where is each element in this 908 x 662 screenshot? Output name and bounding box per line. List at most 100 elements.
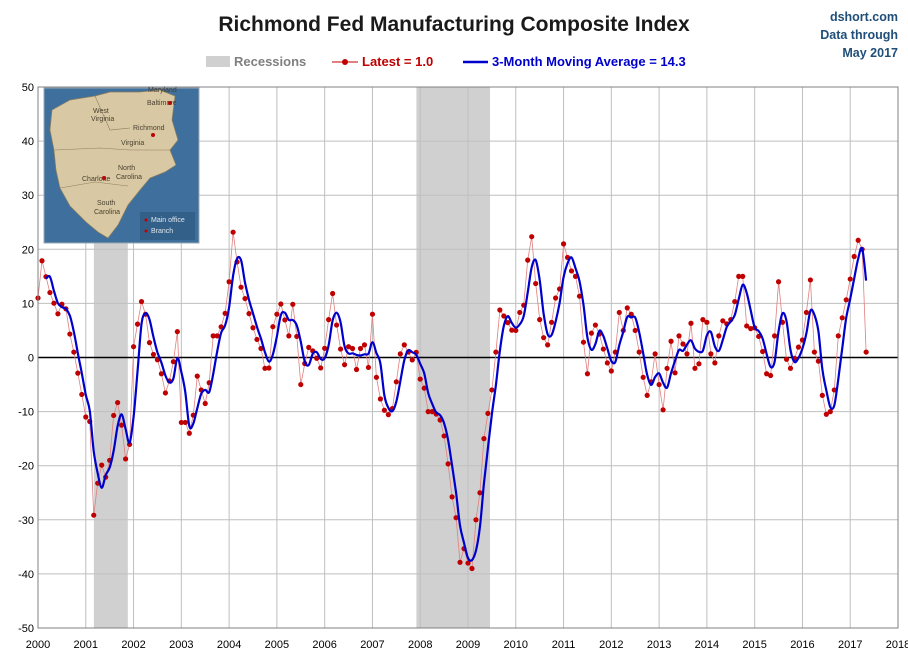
latest-point xyxy=(787,365,794,371)
latest-point xyxy=(357,345,364,352)
latest-point xyxy=(584,371,591,377)
source-line-2: Data through xyxy=(820,28,898,42)
x-tick-label: 2012 xyxy=(599,639,623,651)
map-label-charlotte: Charlotte xyxy=(82,176,111,183)
latest-point xyxy=(318,365,324,371)
latest-point xyxy=(146,340,153,346)
latest-point xyxy=(712,360,718,366)
latest-point xyxy=(708,351,714,357)
latest-point xyxy=(270,324,276,330)
latest-point xyxy=(222,310,228,316)
y-tick-label: -50 xyxy=(18,623,34,635)
latest-point xyxy=(668,338,674,344)
latest-point xyxy=(337,346,344,352)
latest-point xyxy=(334,322,340,328)
x-tick-label: 2006 xyxy=(312,639,336,651)
latest-point xyxy=(202,400,208,407)
latest-point xyxy=(656,381,662,388)
latest-point xyxy=(509,327,515,333)
map-label-west-virginia-2: Virginia xyxy=(91,116,114,123)
latest-point xyxy=(178,419,184,426)
latest-point xyxy=(441,433,447,439)
y-tick-label: 20 xyxy=(22,244,34,256)
latest-point xyxy=(767,372,774,379)
latest-point xyxy=(493,349,499,355)
latest-point xyxy=(314,355,320,361)
latest-point xyxy=(429,409,435,415)
latest-point xyxy=(517,309,523,316)
latest-point xyxy=(688,320,694,326)
latest-point xyxy=(130,344,137,350)
x-tick-label: 2004 xyxy=(217,639,241,651)
latest-point xyxy=(576,293,583,299)
latest-point xyxy=(732,298,738,305)
latest-point xyxy=(210,333,216,339)
y-tick-label: -30 xyxy=(18,515,34,527)
latest-point xyxy=(274,311,280,317)
map-border-wv-va xyxy=(94,95,131,131)
latest-point xyxy=(700,317,706,323)
latest-point xyxy=(744,323,750,329)
latest-point xyxy=(704,319,710,325)
source-line-1: dshort.com xyxy=(830,10,898,24)
latest-point xyxy=(764,371,770,377)
latest-point xyxy=(736,273,742,279)
latest-point xyxy=(122,456,129,462)
map-label-maryland: Maryland xyxy=(148,87,177,94)
latest-point xyxy=(250,325,256,331)
latest-point xyxy=(353,366,360,373)
latest-point xyxy=(278,301,284,307)
latest-point xyxy=(55,311,61,317)
latest-point xyxy=(401,342,407,348)
latest-point xyxy=(839,315,845,321)
latest-point xyxy=(445,461,451,467)
map-legend-main-office: Main office xyxy=(151,217,185,224)
latest-point xyxy=(783,356,790,362)
latest-point xyxy=(807,277,814,283)
latest-point xyxy=(381,407,387,413)
latest-point xyxy=(811,349,817,355)
latest-point xyxy=(473,517,479,523)
latest-point xyxy=(505,320,511,326)
latest-point xyxy=(377,396,384,402)
latest-point xyxy=(51,300,57,306)
x-tick-label: 2007 xyxy=(360,639,384,651)
latest-point xyxy=(322,345,328,351)
latest-point xyxy=(47,289,53,296)
latest-point xyxy=(242,295,248,302)
latest-point xyxy=(803,309,810,316)
latest-point xyxy=(453,515,459,521)
y-tick-label: -20 xyxy=(18,461,34,473)
latest-point xyxy=(425,409,431,415)
latest-point xyxy=(477,490,483,496)
x-tick-label: 2009 xyxy=(456,639,480,651)
latest-point xyxy=(67,331,73,337)
latest-point xyxy=(286,333,292,339)
latest-point xyxy=(158,371,165,377)
latest-point xyxy=(632,327,638,334)
x-tick-label: 2017 xyxy=(838,639,862,651)
map-label-virginia: Virginia xyxy=(121,140,144,147)
latest-point xyxy=(138,298,145,305)
latest-point xyxy=(385,412,391,418)
latest-point xyxy=(644,392,650,398)
latest-point xyxy=(819,392,825,398)
y-axis-labels: 50 40 30 20 10 0 -10 -20 -30 -40 -50 xyxy=(18,82,34,635)
x-tick-label: 2001 xyxy=(74,639,98,651)
latest-point xyxy=(851,253,857,260)
latest-point xyxy=(373,374,380,380)
latest-point xyxy=(218,324,224,330)
latest-point xyxy=(823,411,829,417)
latest-point xyxy=(501,313,507,319)
latest-point xyxy=(254,336,260,343)
x-tick-label: 2008 xyxy=(408,639,432,651)
latest-point xyxy=(560,241,567,247)
latest-point xyxy=(99,462,105,468)
y-tick-label: 10 xyxy=(22,298,34,310)
latest-point xyxy=(756,333,762,340)
map-border-va-nc xyxy=(54,147,170,151)
x-tick-label: 2016 xyxy=(790,639,814,651)
y-tick-label: -10 xyxy=(18,407,34,419)
map-label-richmond: Richmond xyxy=(133,125,165,132)
latest-point xyxy=(71,349,77,355)
